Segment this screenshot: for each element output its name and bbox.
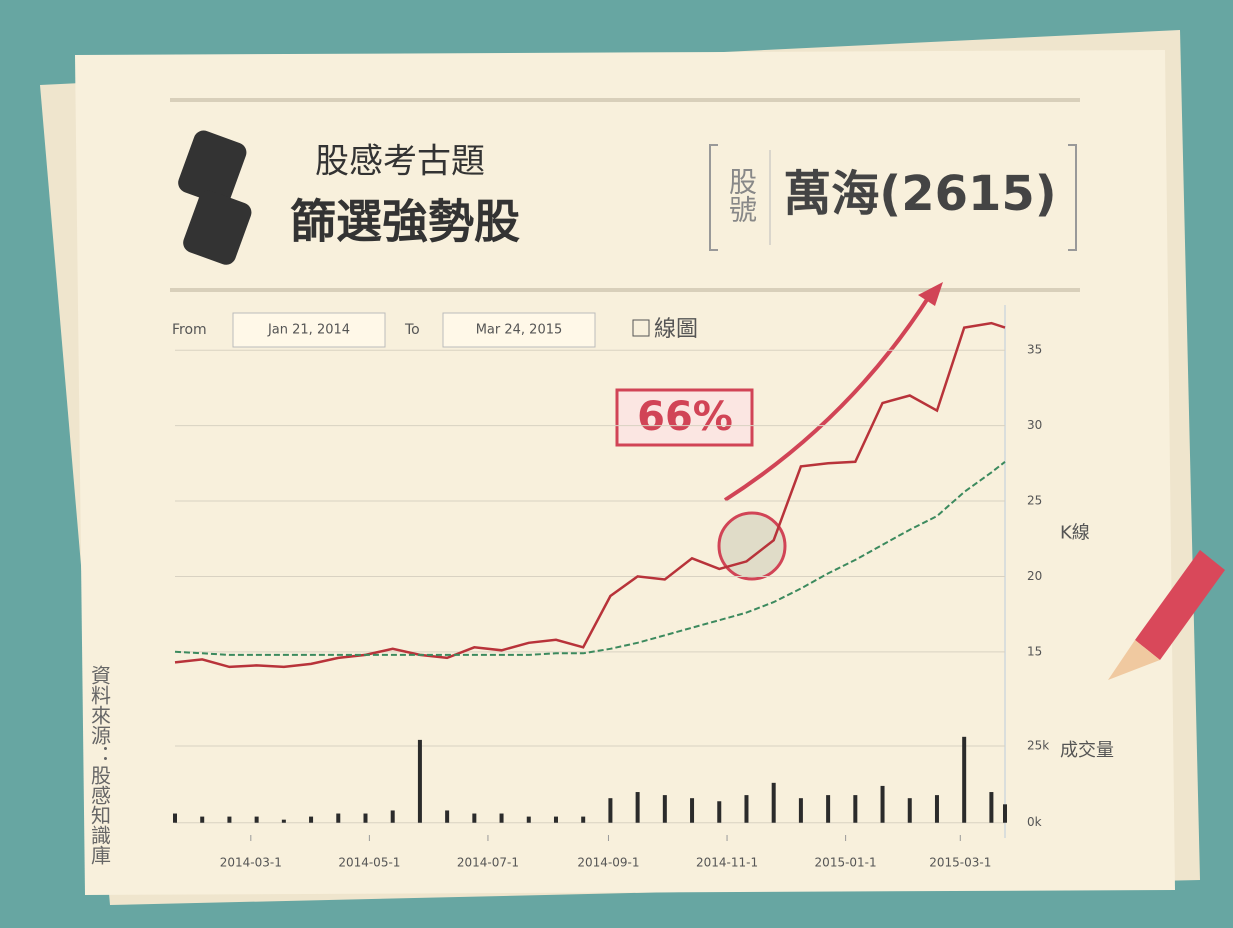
volume-bar <box>445 810 450 823</box>
price-line <box>174 461 1006 656</box>
x-tick-label: 2014-09-1 <box>577 856 639 870</box>
to-input[interactable] <box>442 312 596 348</box>
x-tick-label: 2014-07-1 <box>457 856 519 870</box>
volume-bar <box>173 813 177 823</box>
volume-bar <box>989 792 994 823</box>
volume-bar <box>254 816 259 823</box>
volume-bar <box>962 736 967 823</box>
plot: 15 20 25 30 35 K線 0k 25k 2014-03-1 2014-05-1 2014-… <box>173 321 1114 870</box>
x-tick-label: 2014-11-1 <box>696 856 758 870</box>
to-value: Mar 24, 2015 <box>476 323 563 338</box>
axis-label: K線 <box>1060 523 1090 544</box>
y-tick-label: 30 <box>1027 418 1042 432</box>
volume-bar <box>744 795 749 823</box>
volume-bar <box>309 816 314 823</box>
volume-bar <box>798 798 803 823</box>
volume-bar <box>771 782 776 823</box>
x-tick-label: 2015-03-1 <box>929 856 991 870</box>
y-tick-label: 35 <box>1027 343 1042 357</box>
axis-label: 成交量 <box>1060 740 1114 761</box>
pencil <box>1108 550 1225 680</box>
title: 篩選強勢股 <box>290 195 520 249</box>
volume-bar <box>526 816 531 823</box>
source: 資料來源：股感知識庫 <box>88 665 112 865</box>
volume-bar <box>581 816 586 823</box>
trend-arrow <box>723 293 932 502</box>
volume-bar <box>907 798 912 823</box>
volume-bar <box>662 795 667 823</box>
volume-bar <box>690 798 695 823</box>
y-tick-label: 25k <box>1027 739 1049 753</box>
volume-bar <box>934 795 939 823</box>
x-tick-label: 2014-05-1 <box>338 856 400 870</box>
annotation-box <box>615 388 754 447</box>
volume-bar <box>200 816 205 823</box>
kicker: 股感考古題 <box>315 142 485 182</box>
volume-bar <box>880 785 885 823</box>
code-label: 股號 <box>725 167 758 223</box>
y-tick-label: 15 <box>1027 644 1042 658</box>
volume-bar <box>853 795 858 823</box>
volume-bar <box>336 813 341 823</box>
price-line <box>174 321 1006 669</box>
volume-bar <box>281 819 286 823</box>
volume-bar <box>227 816 232 823</box>
arrow-head <box>918 282 943 306</box>
volume-bar <box>363 813 368 823</box>
from-input[interactable] <box>232 312 386 348</box>
from-label: From <box>172 322 207 338</box>
y-tick-label: 25 <box>1027 494 1042 508</box>
volume-bar <box>635 792 640 823</box>
logo <box>178 130 252 265</box>
volume-bar <box>499 813 504 823</box>
volume-bar <box>608 798 613 823</box>
volume-bar <box>417 739 422 823</box>
y-tick-label: 0k <box>1027 815 1042 829</box>
x-tick-label: 2014-03-1 <box>220 856 282 870</box>
annotation: 66% <box>637 394 733 440</box>
volume-bar <box>390 810 395 823</box>
y-tick-label: 20 <box>1027 569 1042 583</box>
paper <box>75 50 1175 895</box>
highlight-circle <box>717 511 787 581</box>
from-value: Jan 21, 2014 <box>267 323 350 338</box>
checkbox-label: 線圖 <box>654 317 698 342</box>
volume-bar <box>1003 804 1007 823</box>
checkbox[interactable] <box>632 319 650 337</box>
volume-bar <box>472 813 477 823</box>
volume-bar <box>826 795 831 823</box>
x-tick-label: 2015-01-1 <box>815 856 877 870</box>
volume-bar <box>553 816 558 823</box>
stock-name: 萬海(2615) <box>783 166 1056 222</box>
to-label: To <box>404 322 420 338</box>
volume-bar <box>717 801 722 823</box>
brackets <box>709 144 1077 251</box>
